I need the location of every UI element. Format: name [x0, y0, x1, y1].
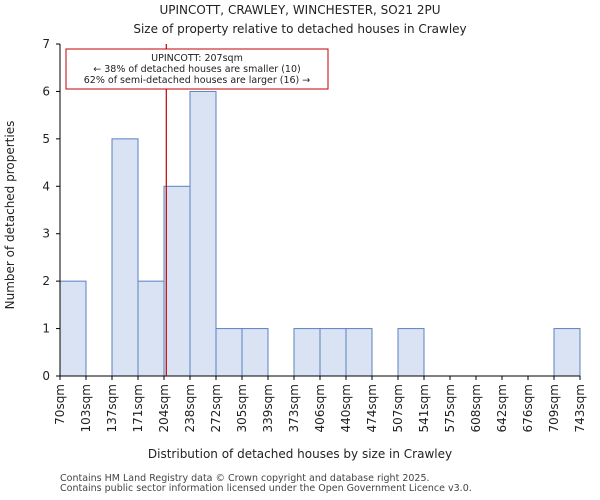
- y-tick-label: 2: [42, 274, 50, 288]
- x-tick-label: 339sqm: [261, 384, 275, 432]
- histogram-bar: [397, 328, 425, 377]
- annotation-line-1: UPINCOTT: 207sqm: [151, 53, 243, 64]
- histogram-bar: [553, 328, 581, 377]
- x-tick-label: 541sqm: [417, 384, 431, 432]
- footer-line-1: Contains HM Land Registry data © Crown c…: [60, 473, 430, 484]
- x-tick-label: 575sqm: [443, 384, 457, 432]
- chart-title-line-1: UPINCOTT, CRAWLEY, WINCHESTER, SO21 2PU: [160, 3, 441, 17]
- histogram-bar: [293, 328, 321, 377]
- histogram-bar: [137, 280, 165, 377]
- x-axis-ticks: 70sqm 103sqm 137sqm 171sqm 204sqm 238sqm 272sq…: [53, 376, 587, 432]
- x-tick-label: 642sqm: [495, 384, 509, 432]
- annotation-line-2: ← 38% of detached houses are smaller (10…: [93, 64, 300, 75]
- x-tick-label: 608sqm: [469, 384, 483, 432]
- annotation-box: UPINCOTT: 207sqm ← 38% of detached house…: [65, 48, 329, 90]
- histogram-bar: [241, 328, 269, 377]
- footer-line-2: Contains public sector information licen…: [60, 483, 472, 494]
- y-tick-label: 0: [42, 369, 50, 383]
- x-tick-label: 103sqm: [79, 384, 93, 432]
- x-tick-label: 204sqm: [157, 384, 171, 432]
- histogram-bar: [345, 328, 373, 377]
- x-tick-label: 474sqm: [365, 384, 379, 432]
- y-tick-label: 4: [42, 179, 50, 193]
- x-tick-label: 137sqm: [105, 384, 119, 432]
- x-tick-label: 305sqm: [235, 384, 249, 432]
- x-tick-label: 676sqm: [521, 384, 535, 432]
- histogram-bar: [163, 185, 191, 377]
- annotation-line-3: 62% of semi-detached houses are larger (…: [84, 75, 311, 86]
- annotation-border: [65, 48, 329, 90]
- y-tick-label: 7: [42, 37, 50, 51]
- histogram-bar: [215, 328, 243, 377]
- y-axis-ticks: 0 1 2 3 4 5 6 7: [42, 37, 60, 383]
- y-tick-label: 6: [42, 84, 50, 98]
- x-tick-label: 373sqm: [287, 384, 301, 432]
- x-tick-label: 440sqm: [339, 384, 353, 432]
- histogram-bar: [59, 280, 87, 377]
- x-tick-label: 507sqm: [391, 384, 405, 432]
- x-axis-label: Distribution of detached houses by size …: [148, 447, 452, 461]
- histogram-bar: [189, 90, 217, 377]
- x-tick-label: 709sqm: [547, 384, 561, 432]
- chart-title-line-2: Size of property relative to detached ho…: [133, 22, 466, 36]
- x-tick-label: 70sqm: [53, 384, 67, 425]
- x-tick-label: 171sqm: [131, 384, 145, 432]
- bars-group: [59, 90, 581, 377]
- x-tick-label: 406sqm: [313, 384, 327, 432]
- x-tick-label: 272sqm: [209, 384, 223, 432]
- y-tick-label: 5: [42, 132, 50, 146]
- histogram-bar: [319, 328, 347, 377]
- y-tick-label: 1: [42, 322, 50, 336]
- y-tick-label: 3: [42, 227, 50, 241]
- histogram-bar: [111, 138, 139, 377]
- x-tick-label: 743sqm: [573, 384, 587, 432]
- x-tick-label: 238sqm: [183, 384, 197, 432]
- y-axis-label: Number of detached properties: [3, 121, 17, 310]
